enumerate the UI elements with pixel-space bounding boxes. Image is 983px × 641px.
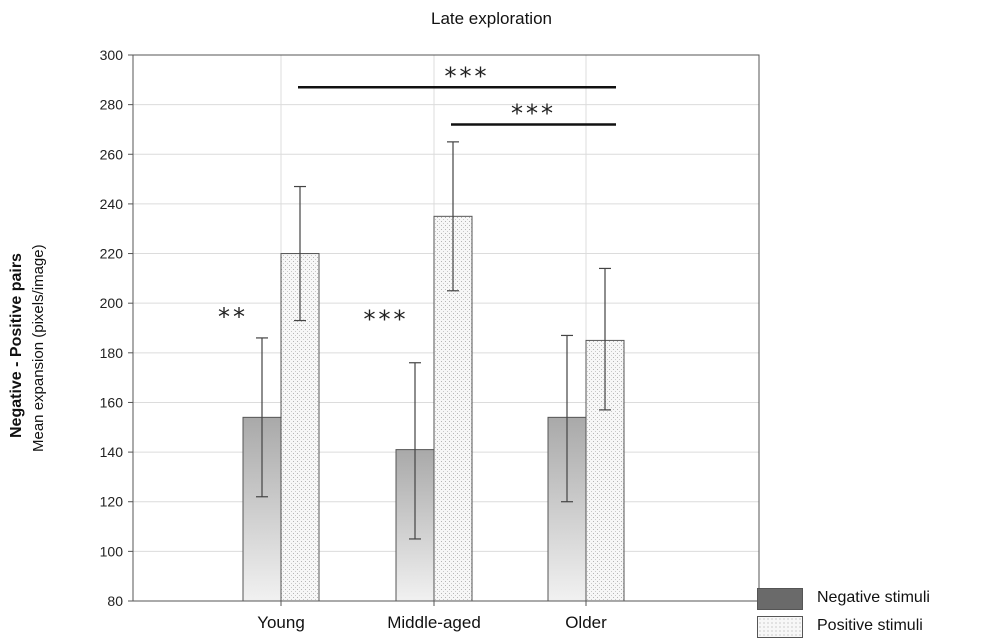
legend-swatch-positive	[757, 616, 803, 638]
significance-marker-0: **	[218, 303, 248, 331]
y-tick-label-180: 180	[100, 345, 124, 361]
y-tick-label-260: 260	[100, 146, 124, 162]
y-ticks-layer: 80 100 120 140 160 180 200 220 240 260 280 300	[100, 47, 133, 609]
significance-marker-1: ***	[364, 306, 409, 334]
annotations-layer: ** *********	[218, 62, 616, 333]
x-tick-label-young: Young	[257, 613, 305, 632]
y-tick-label-140: 140	[100, 444, 124, 460]
y-tick-label-200: 200	[100, 295, 124, 311]
significance-bracket-label-2: ***	[445, 62, 490, 90]
x-tick-label-middle-aged: Middle-aged	[387, 613, 481, 632]
legend-item-positive: Positive stimuli	[757, 616, 983, 640]
y-tick-label-240: 240	[100, 196, 124, 212]
y-tick-label-280: 280	[100, 97, 124, 113]
significance-bracket-label-3: ***	[511, 99, 556, 127]
y-tick-label-120: 120	[100, 494, 124, 510]
legend-label-positive: Positive stimuli	[817, 617, 923, 635]
legend-label-negative: Negative stimuli	[817, 589, 930, 607]
x-tick-label-older: Older	[565, 613, 607, 632]
legend-item-negative: Negative stimuli	[757, 588, 983, 612]
y-tick-label-80: 80	[107, 593, 123, 609]
y-tick-label-100: 100	[100, 543, 124, 559]
y-axis-label-line1: Negative - Positive pairs	[8, 253, 26, 438]
y-tick-label-160: 160	[100, 394, 124, 410]
y-tick-label-300: 300	[100, 47, 124, 63]
y-tick-label-220: 220	[100, 246, 124, 262]
x-ticks-layer: Young Middle-aged Older	[257, 601, 607, 632]
y-axis-label-line2: Mean expansion (pixels/image)	[30, 244, 47, 452]
legend-swatch-negative	[757, 588, 803, 610]
